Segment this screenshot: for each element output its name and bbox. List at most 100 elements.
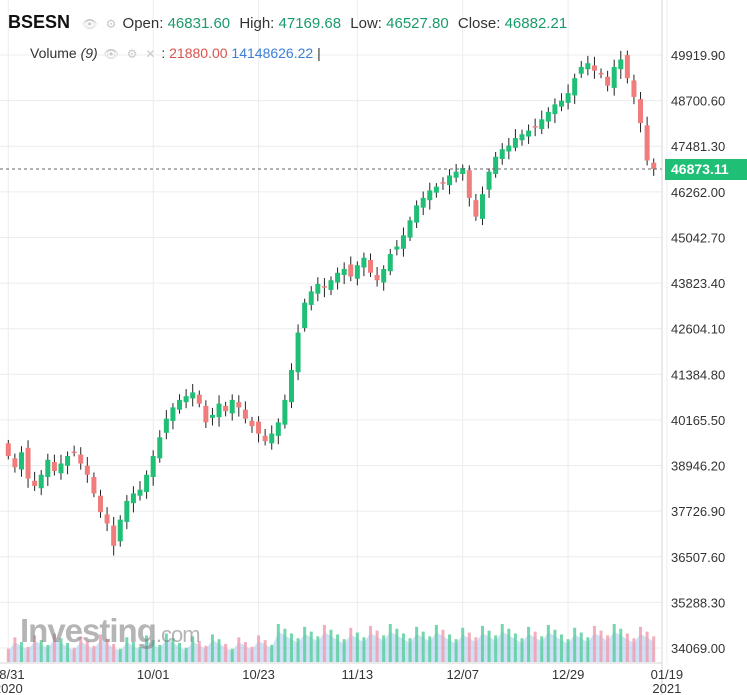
x-tick-label: 01/19 <box>651 667 684 682</box>
volume-bar <box>322 624 326 662</box>
candle-body <box>137 489 143 496</box>
y-tick-label: 34069.00 <box>671 641 725 656</box>
candle-body <box>229 399 235 414</box>
candle-body <box>394 246 400 250</box>
candle-body <box>223 405 229 412</box>
volume-bar <box>191 636 195 662</box>
volume-bar <box>500 624 504 662</box>
volume-bar <box>98 634 102 662</box>
volume-label[interactable]: Volume <box>30 45 77 61</box>
candle-body <box>288 369 294 403</box>
high-label: High: <box>239 15 275 32</box>
candle-body <box>12 458 18 468</box>
candle-body <box>611 66 617 88</box>
y-tick-label: 48700.60 <box>671 94 725 109</box>
y-tick-label: 35288.30 <box>671 595 725 610</box>
investing-logo: Investing.com <box>20 612 201 650</box>
volume-bar <box>401 633 405 662</box>
y-tick-label: 47481.30 <box>671 139 725 154</box>
y-tick-label: 36507.60 <box>671 550 725 565</box>
volume-bar <box>467 632 471 662</box>
candle-body <box>545 111 551 122</box>
volume-bar <box>540 636 544 662</box>
candle-body <box>348 264 354 277</box>
close-icon[interactable]: ✕ <box>145 47 156 61</box>
volume-bar <box>441 629 445 662</box>
y-tick-label: 43823.40 <box>671 276 725 291</box>
candle-body <box>427 190 433 201</box>
volume-bar <box>276 624 280 662</box>
candle-body <box>624 54 630 79</box>
candle-body <box>249 420 255 427</box>
gear-icon[interactable]: ⚙ <box>105 17 117 31</box>
volume-bar <box>250 646 254 662</box>
candle-body <box>84 465 90 475</box>
volume-bar <box>494 635 498 662</box>
candle-body <box>295 332 301 373</box>
x-tick-label: 12/07 <box>446 667 479 682</box>
candle-body <box>354 265 360 279</box>
candle-body <box>282 399 288 425</box>
candle-body <box>78 454 84 464</box>
volume-bar <box>395 628 399 662</box>
volume-bar <box>46 644 50 662</box>
candle-body <box>486 171 492 190</box>
volume-bar <box>342 639 346 662</box>
volume-bar <box>79 636 83 662</box>
volume-bar <box>66 643 70 662</box>
candle-body <box>559 100 565 107</box>
volume-bar <box>13 637 17 662</box>
eye-icon[interactable]: 👁 <box>82 17 98 31</box>
volume-bar <box>283 628 287 662</box>
close-label: Close: <box>457 15 501 32</box>
candle-body <box>177 399 183 410</box>
x-tick-label: 10/01 <box>137 667 170 682</box>
candle-body <box>618 59 624 70</box>
candle-body <box>414 205 420 223</box>
volume-bar <box>487 630 491 662</box>
volume-bar <box>513 633 517 662</box>
gear-icon[interactable]: ⚙ <box>126 47 138 61</box>
candle-body <box>91 476 97 494</box>
candle-body <box>565 93 571 103</box>
candle-body <box>157 437 163 459</box>
y-tick-label: 42604.10 <box>671 322 725 337</box>
volume-bar <box>26 646 30 662</box>
volume-bar <box>520 638 524 662</box>
x-tick-label: 12/29 <box>552 667 585 682</box>
ohlc-header: BSESN 👁 ⚙ Open: 46831.60 High: 47169.68 … <box>8 12 572 33</box>
volume-bar <box>33 635 37 662</box>
volume-bar <box>92 645 96 662</box>
candle-body <box>499 149 505 159</box>
logo-suffix: .com <box>155 622 201 647</box>
y-tick-label: 38946.20 <box>671 459 725 474</box>
volume-bar <box>230 648 234 662</box>
volume-bar <box>592 625 596 662</box>
volume-bar <box>197 641 201 662</box>
candle-body <box>262 435 268 442</box>
open-label: Open: <box>122 15 164 32</box>
candle-body <box>256 421 262 434</box>
high-value: 47169.68 <box>278 15 342 32</box>
volume-bar <box>316 636 320 662</box>
candle-body <box>18 452 24 470</box>
symbol-label[interactable]: BSESN <box>8 12 71 32</box>
volume-bar <box>474 637 478 662</box>
volume-bar <box>224 643 228 662</box>
candle-body <box>479 194 485 219</box>
candle-body <box>5 443 11 457</box>
candle-body <box>308 291 314 305</box>
y-tick-label: 46262.00 <box>671 185 725 200</box>
candle-body <box>190 392 196 399</box>
candle-body <box>38 474 44 489</box>
volume-bar <box>125 637 129 662</box>
candle-body <box>117 519 123 542</box>
volume-bar <box>237 637 241 662</box>
volume-bar <box>619 628 623 662</box>
volume-bar <box>118 648 122 662</box>
candle-body <box>97 495 103 513</box>
volume-bar <box>171 638 175 662</box>
volume-bar <box>52 633 56 662</box>
eye-icon[interactable]: 👁 <box>103 47 119 61</box>
